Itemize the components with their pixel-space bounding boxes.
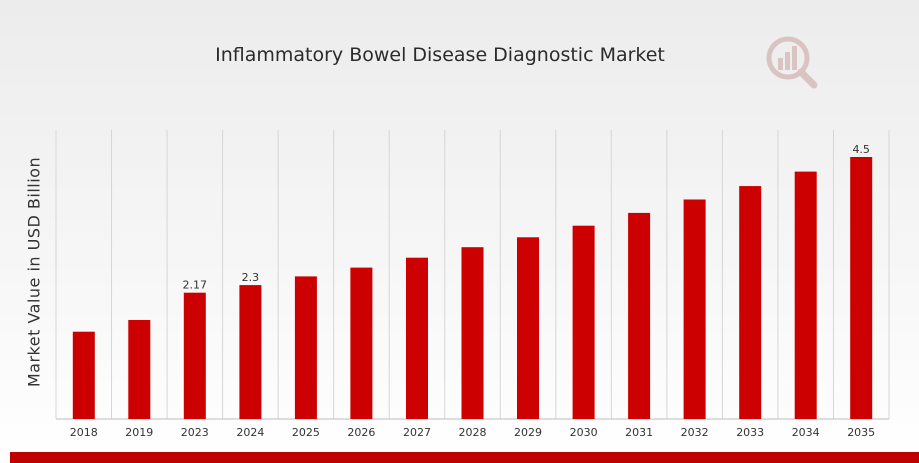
bottom-accent-band xyxy=(10,452,919,463)
x-tick-label: 2034 xyxy=(792,426,820,439)
bar-2031 xyxy=(628,212,651,419)
x-tick-label: 2035 xyxy=(847,426,875,439)
x-tick-label: 2027 xyxy=(403,426,431,439)
x-tick-label: 2032 xyxy=(681,426,709,439)
bar-2028 xyxy=(461,247,484,419)
x-tick-label: 2030 xyxy=(570,426,598,439)
x-tick-label: 2028 xyxy=(459,426,487,439)
bar-2024 xyxy=(239,285,262,419)
data-label: 2.17 xyxy=(183,279,208,292)
bar-2027 xyxy=(406,257,428,419)
bar-2032 xyxy=(683,199,706,419)
x-tick-label: 2019 xyxy=(125,426,153,439)
chart-title: Inflammatory Bowel Disease Diagnostic Ma… xyxy=(215,44,665,66)
data-label: 2.3 xyxy=(242,271,260,284)
data-label: 4.5 xyxy=(852,143,870,156)
bar-2018 xyxy=(72,331,95,419)
bar-2029 xyxy=(517,237,539,419)
x-tick-label: 2031 xyxy=(625,426,653,439)
x-tick-label: 2024 xyxy=(236,426,264,439)
x-tick-label: 2018 xyxy=(70,426,98,439)
bar-2034 xyxy=(794,171,817,419)
bar-2026 xyxy=(350,267,373,419)
bar-2030 xyxy=(572,225,595,419)
x-tick-label: 2033 xyxy=(736,426,764,439)
x-tick-label: 2029 xyxy=(514,426,542,439)
magnifier-bar-chart-icon xyxy=(766,36,818,89)
bar-2025 xyxy=(294,276,317,419)
bar-2019 xyxy=(128,320,151,419)
x-tick-label: 2023 xyxy=(181,426,209,439)
bar-2033 xyxy=(739,186,762,419)
bar-2035 xyxy=(850,157,873,419)
x-tick-label: 2025 xyxy=(292,426,320,439)
x-tick-label: 2026 xyxy=(347,426,375,439)
bar-2023 xyxy=(183,292,206,419)
